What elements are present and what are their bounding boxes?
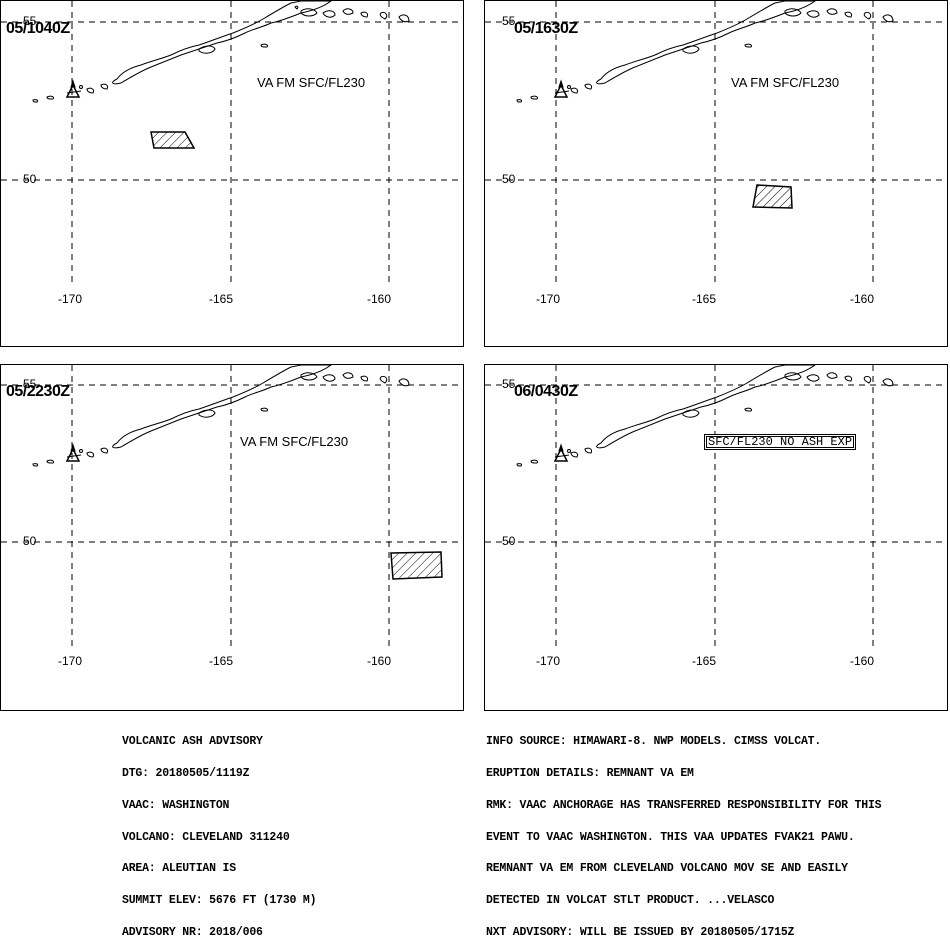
lon-label-165: -165 [209, 654, 234, 668]
valid-time-label: 06/0430Z [514, 383, 578, 400]
lon-label-165: -165 [692, 292, 717, 306]
gridlines [485, 1, 947, 286]
advisory-line: RMK: VAAC ANCHORAGE HAS TRANSFERRED RESP… [486, 798, 882, 812]
lat-label-55: 55 [502, 14, 516, 28]
lat-label-55: 55 [23, 14, 37, 28]
lon-label-165: -165 [209, 292, 234, 306]
coastline [516, 1, 894, 103]
advisory-details-block: INFO SOURCE: HIMAWARI-8. NWP MODELS. CIM… [486, 716, 882, 949]
advisory-line: NXT ADVISORY: WILL BE ISSUED BY 20180505… [486, 925, 795, 939]
coastline [516, 365, 894, 467]
advisory-line: DTG: 20180505/1119Z [122, 766, 250, 780]
coastline [32, 365, 410, 467]
lon-label-170: -170 [58, 654, 83, 668]
advisory-line: VOLCANIC ASH ADVISORY [122, 735, 263, 749]
ash-cloud-polygon [150, 131, 196, 149]
lon-label-165: -165 [692, 654, 717, 668]
gridlines [1, 365, 463, 650]
advisory-line: AREA: ALEUTIAN IS [122, 862, 236, 876]
lat-label-50: 50 [502, 172, 516, 186]
advisory-line: EVENT TO VAAC WASHINGTON. THIS VAA UPDAT… [486, 830, 855, 844]
advisory-line: SUMMIT ELEV: 5676 FT (1730 M) [122, 894, 317, 908]
lon-label-160: -160 [367, 654, 392, 668]
va-level-label: VA FM SFC/FL230 [240, 434, 349, 449]
map-panel-1: 05/1040Z 55 50 -170 -165 -160 VA FM SFC/… [0, 0, 464, 347]
advisory-line: REMNANT VA EM FROM CLEVELAND VOLCANO MOV… [486, 862, 848, 876]
lat-label-50: 50 [23, 534, 37, 548]
advisory-line: INFO SOURCE: HIMAWARI-8. NWP MODELS. CIM… [486, 735, 822, 749]
volcano-icon [65, 79, 83, 98]
gridlines [485, 365, 947, 650]
lat-label-55: 55 [23, 377, 37, 391]
ash-cloud-polygon [390, 551, 443, 580]
map-panel-4: 06/0430Z 55 50 -170 -165 -160 SFC/FL230 … [484, 364, 948, 711]
ash-cloud-polygon [752, 184, 793, 209]
lon-label-160: -160 [367, 292, 392, 306]
no-ash-label: SFC/FL230 NO ASH EXP [704, 434, 857, 450]
advisory-line: VOLCANO: CLEVELAND 311240 [122, 830, 290, 844]
valid-time-label: 05/1040Z [6, 20, 70, 37]
volcano-icon [553, 79, 571, 98]
va-level-label: VA FM SFC/FL230 [257, 75, 366, 90]
lon-label-170: -170 [536, 654, 561, 668]
lat-label-55: 55 [502, 377, 516, 391]
lon-label-170: -170 [58, 292, 83, 306]
map-panel-2: 05/1630Z 55 50 -170 -165 -160 VA FM SFC/… [484, 0, 948, 347]
map-panel-3: 05/2230Z 55 50 -170 -165 -160 VA FM SFC/… [0, 364, 464, 711]
volcano-icon [553, 443, 571, 462]
va-level-label: VA FM SFC/FL230 [731, 75, 840, 90]
map-canvas [1, 1, 463, 286]
lat-label-50: 50 [23, 172, 37, 186]
advisory-line: ADVISORY NR: 2018/006 [122, 925, 263, 939]
advisory-line: VAAC: WASHINGTON [122, 798, 230, 812]
volcano-icon [65, 443, 83, 462]
map-canvas [485, 365, 947, 650]
advisory-header-block: VOLCANIC ASH ADVISORY DTG: 20180505/1119… [122, 716, 317, 949]
lon-label-160: -160 [850, 654, 875, 668]
lon-label-170: -170 [536, 292, 561, 306]
coastline [32, 1, 410, 103]
map-canvas [1, 365, 463, 650]
valid-time-label: 05/1630Z [514, 20, 578, 37]
lon-label-160: -160 [850, 292, 875, 306]
gridlines [1, 1, 463, 286]
valid-time-label: 05/2230Z [6, 383, 70, 400]
lat-label-50: 50 [502, 534, 516, 548]
advisory-line: ERUPTION DETAILS: REMNANT VA EM [486, 766, 694, 780]
map-canvas [485, 1, 947, 286]
advisory-line: DETECTED IN VOLCAT STLT PRODUCT. ...VELA… [486, 894, 775, 908]
